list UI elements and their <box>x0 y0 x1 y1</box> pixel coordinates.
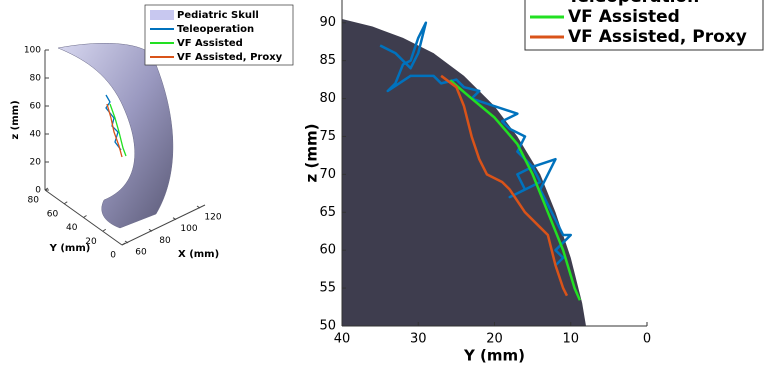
y-tick-label: 80 <box>28 196 40 206</box>
z-tick-label: 20 <box>30 158 42 168</box>
x-tick-label: 30 <box>410 332 427 347</box>
y-tick <box>103 229 106 231</box>
figure: 020406080100z (mm)020406080Y (mm)6080100… <box>0 0 765 370</box>
x-tick-label: 20 <box>486 332 503 347</box>
y-tick-label: 40 <box>66 223 78 233</box>
y-tick-label: 55 <box>319 281 336 296</box>
y-tick-label: 60 <box>47 209 59 219</box>
legend-label: VF Assisted, Proxy <box>568 27 747 47</box>
z-tick-label: 0 <box>35 186 41 196</box>
y-tick-label: 80 <box>319 91 336 106</box>
x-tick-label: 60 <box>135 248 147 258</box>
x-tick-label: 80 <box>159 236 171 246</box>
trajectory-3d <box>107 104 122 157</box>
z-tick-label: 100 <box>24 46 41 56</box>
x-tick-label: 100 <box>180 224 197 234</box>
legend-label: Teleoperation <box>568 0 699 7</box>
trajectory-3d <box>110 104 126 156</box>
legend-label: Teleoperation <box>177 24 254 35</box>
z-tick-label: 60 <box>30 102 42 112</box>
y-tick-label: 50 <box>319 319 336 334</box>
y-tick-label: 60 <box>319 243 336 258</box>
x-axis-label: X (mm) <box>178 249 219 260</box>
legend-swatch <box>150 10 174 20</box>
z-axis-label: z (mm) <box>10 100 21 139</box>
y-tick-label: 90 <box>319 15 336 30</box>
x-axis-label: Y (mm) <box>463 347 525 365</box>
x-tick-label: 0 <box>643 332 651 347</box>
legend-label: VF Assisted <box>177 38 243 49</box>
y-tick <box>84 216 87 218</box>
y-axis-label: Y (mm) <box>49 243 91 254</box>
y-tick-label: 0 <box>110 251 116 261</box>
y-tick-label: 65 <box>319 205 336 220</box>
legend-label: Pediatric Skull <box>177 10 259 21</box>
x-tick-label: 120 <box>204 213 221 223</box>
y-axis-label: z (mm) <box>303 124 321 183</box>
y-tick-label: 75 <box>319 129 336 144</box>
right-plot: 40 30 20 10 0 50 55 60 65 70 75 80 85 90 Y (mm) z (mm) T… <box>303 0 764 365</box>
trajectory-3d <box>106 95 121 150</box>
x-tick-label: 10 <box>562 332 579 347</box>
legend-label: VF Assisted, Proxy <box>177 52 283 63</box>
z-tick-label: 40 <box>30 130 42 140</box>
z-tick-label: 80 <box>30 74 42 84</box>
y-tick <box>64 202 67 204</box>
y-tick-label: 70 <box>319 167 336 182</box>
legend-label: VF Assisted <box>568 7 680 27</box>
x-tick-label: 40 <box>334 332 351 347</box>
y-tick-label: 85 <box>319 53 336 68</box>
